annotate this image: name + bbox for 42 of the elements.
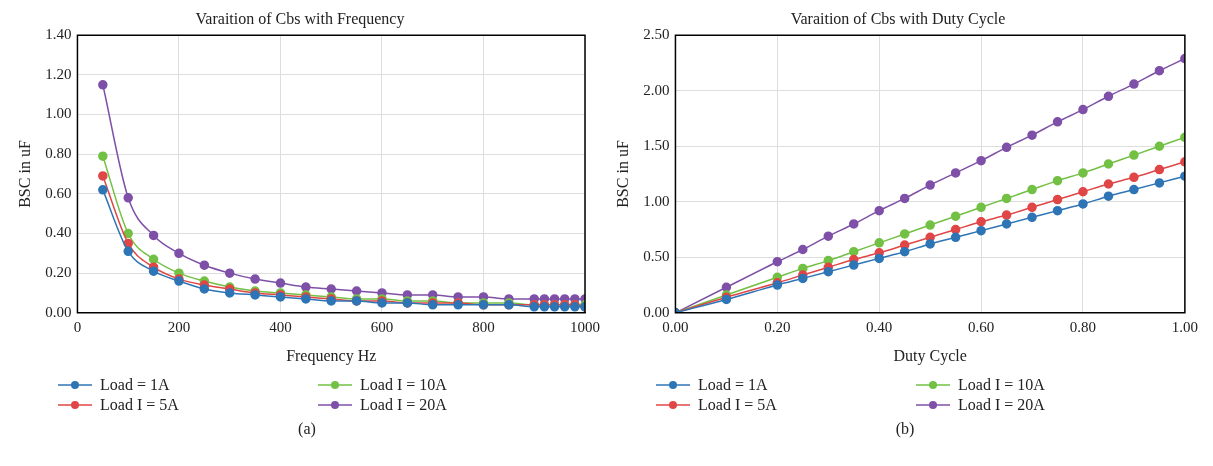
y-tick-label: 1.40 — [45, 26, 72, 43]
x-tick-label: 1000 — [570, 318, 600, 335]
chart-title: Varaition of Cbs with Frequency — [195, 9, 405, 28]
x-tick-label: 800 — [472, 318, 495, 335]
x-tick-label: 400 — [269, 318, 292, 335]
y-tick-label: 0.20 — [45, 264, 72, 281]
legend-label: Load = 1A — [698, 376, 768, 394]
y-axis-title: BSC in uF — [613, 140, 631, 208]
x-tick-label: 0.20 — [764, 318, 791, 335]
text: (b) — [894, 420, 916, 438]
x-tick-label: 0.60 — [967, 318, 995, 335]
legend-label: Load I = 10A — [360, 376, 447, 394]
y-tick-label: 0.50 — [643, 248, 670, 265]
legend-label: Load I = 5A — [100, 396, 179, 414]
text: (a) — [297, 420, 317, 438]
y-tick-label: 2.00 — [643, 81, 670, 98]
x-tick-label: 0.40 — [866, 318, 893, 335]
x-axis-title: Frequency Hz — [286, 346, 377, 365]
x-tick-label: 0 — [73, 318, 82, 335]
y-tick-label: 0.00 — [643, 303, 670, 320]
x-tick-label: 0.00 — [662, 318, 689, 335]
legend-label: Load I = 20A — [360, 396, 447, 414]
y-tick-label: 1.00 — [45, 105, 72, 122]
y-tick-label: 0.80 — [45, 145, 72, 162]
y-axis-title: BSC in uF — [15, 140, 33, 208]
x-tick-label: 600 — [370, 318, 394, 335]
y-tick-label: 1.00 — [643, 192, 670, 209]
y-tick-label: 1.50 — [643, 137, 670, 154]
legend-label: Load I = 20A — [958, 396, 1045, 414]
x-tick-label: 0.80 — [1069, 318, 1097, 335]
x-tick-label: 200 — [167, 318, 191, 335]
y-tick-label: 1.20 — [45, 65, 72, 82]
y-tick-label: 2.50 — [643, 26, 670, 43]
legend-label: Load = 1A — [100, 376, 170, 394]
x-axis-title: Duty Cycle — [893, 346, 967, 365]
chart-title: Varaition of Cbs with Duty Cycle — [790, 9, 1006, 28]
legend-label: Load I = 5A — [698, 396, 777, 414]
legend-label: Load I = 10A — [958, 376, 1045, 394]
y-tick-label: 0.40 — [45, 224, 72, 241]
y-tick-label: 0.60 — [45, 184, 72, 201]
x-tick-label: 1.00 — [1171, 318, 1198, 335]
y-tick-label: 0.00 — [45, 303, 72, 320]
